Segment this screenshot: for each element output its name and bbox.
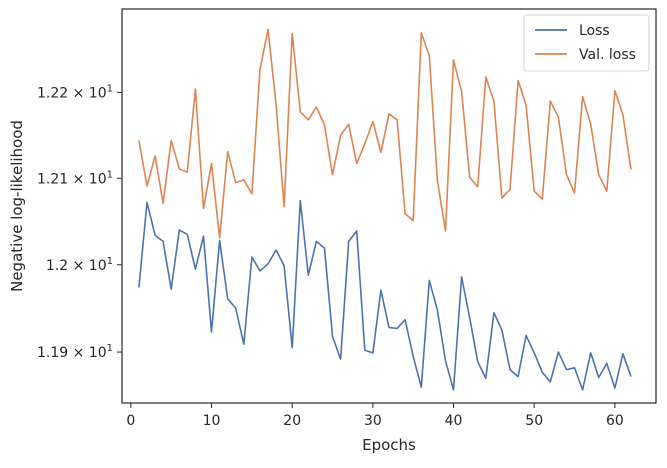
y-tick-label: 1.19 × 101 [37, 343, 113, 361]
y-tick-label: 1.21 × 101 [37, 169, 113, 187]
x-tick-label: 20 [283, 413, 301, 429]
series-line-val-loss [138, 28, 632, 239]
x-tick-label: 60 [606, 413, 624, 429]
legend: Loss Val. loss [523, 14, 650, 72]
x-axis-label: Epochs [362, 436, 416, 454]
x-tick-label: 0 [126, 413, 135, 429]
x-axis: 0 10 20 30 40 50 60 [126, 403, 624, 429]
x-tick-label: 40 [445, 413, 463, 429]
x-tick-label: 30 [364, 413, 382, 429]
legend-box [523, 14, 650, 72]
y-axis: 1.19 × 101 1.2 × 101 1.21 × 101 1.22 × 101 [37, 83, 122, 361]
plot-frame [121, 8, 657, 404]
series-layer [138, 28, 632, 391]
series-line-loss [138, 199, 632, 391]
x-tick-label: 10 [203, 413, 221, 429]
y-tick-label: 1.2 × 101 [46, 256, 113, 274]
x-tick-label: 50 [525, 413, 543, 429]
y-axis-label: Negative log-likelihood [8, 120, 26, 292]
legend-label-loss: Loss [579, 23, 610, 39]
legend-label-val-loss: Val. loss [579, 47, 636, 63]
y-tick-label: 1.22 × 101 [37, 83, 113, 101]
